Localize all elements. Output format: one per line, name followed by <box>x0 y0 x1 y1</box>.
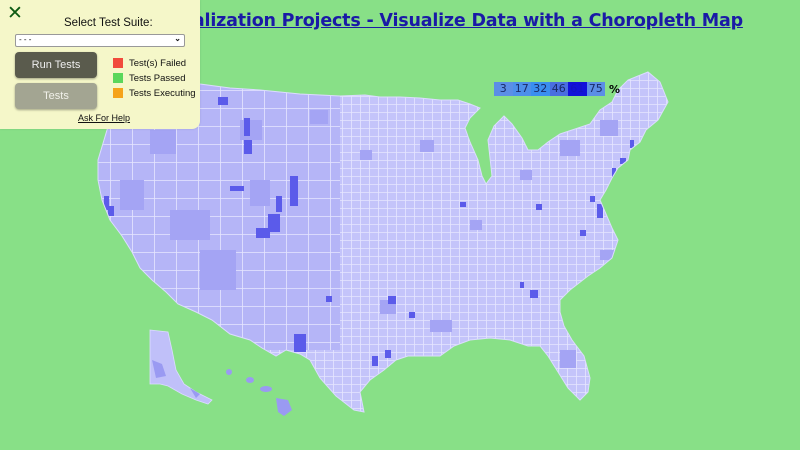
status-failed: Test(s) Failed <box>113 57 186 69</box>
hawaii <box>226 369 292 416</box>
legend-cell: 75 <box>586 82 605 96</box>
status-label: Tests Executing <box>129 87 196 99</box>
test-suite-panel: ✕ Select Test Suite: - - - ⌄ Run Tests T… <box>0 0 200 129</box>
legend-cell: 3 <box>494 82 513 96</box>
chevron-down-icon: ⌄ <box>174 34 181 43</box>
status-executing: Tests Executing <box>113 87 196 99</box>
legend-cell: 46 <box>549 82 568 96</box>
alaska <box>149 329 213 405</box>
executing-swatch-icon <box>113 88 123 98</box>
page-title: FCC Data Visualization Projects - Visual… <box>0 11 800 31</box>
status-label: Tests Passed <box>129 72 186 84</box>
title-link[interactable]: FCC Data Visualization Projects - Visual… <box>57 11 743 31</box>
close-icon[interactable]: ✕ <box>7 2 23 24</box>
select-test-suite-label: Select Test Suite: <box>64 17 153 29</box>
tests-button[interactable]: Tests <box>15 83 97 109</box>
passed-swatch-icon <box>113 73 123 83</box>
legend-cell: 17 <box>512 82 531 96</box>
failed-swatch-icon <box>113 58 123 68</box>
ask-for-help-link[interactable]: Ask For Help <box>78 113 131 123</box>
test-suite-select-value: - - - <box>19 35 32 44</box>
legend-unit: % <box>609 82 621 96</box>
status-label: Test(s) Failed <box>129 57 187 69</box>
legend-cell: 61 <box>568 82 587 96</box>
status-passed: Tests Passed <box>113 72 186 84</box>
legend-cell: 32 <box>531 82 550 96</box>
legend: 3 17 32 46 61 75 % <box>494 82 620 96</box>
test-suite-select[interactable]: - - - ⌄ <box>15 34 185 47</box>
run-tests-button[interactable]: Run Tests <box>15 52 97 78</box>
